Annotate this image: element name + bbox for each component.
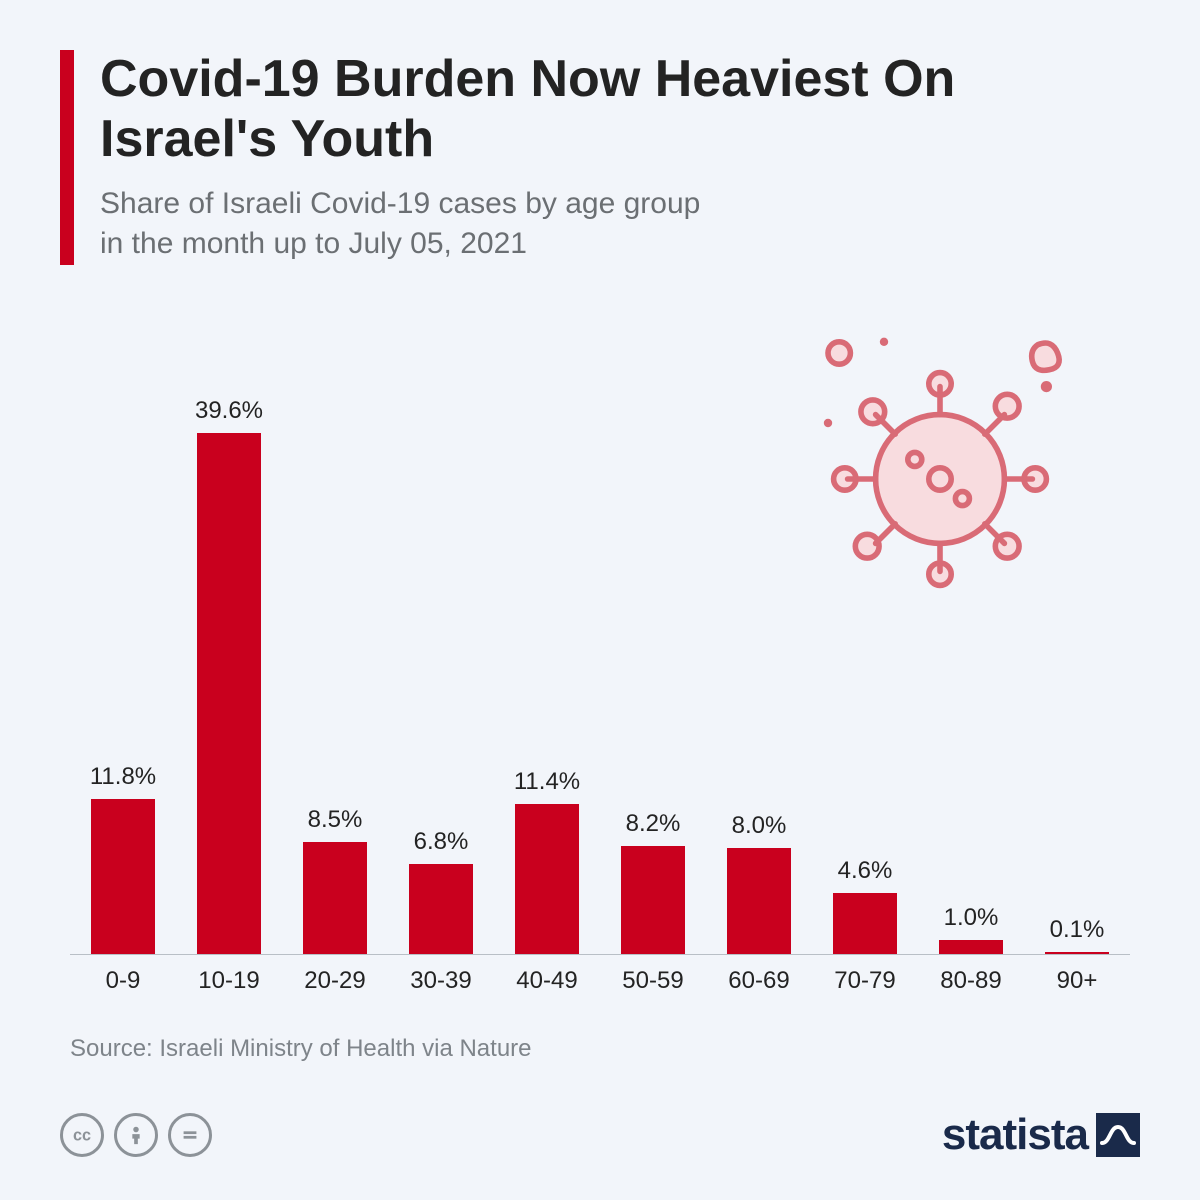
bar-value-label: 6.8% — [414, 828, 469, 856]
statista-logo: statista — [942, 1110, 1140, 1160]
cc-by-icon — [114, 1113, 158, 1157]
bar-column: 0.1% — [1024, 355, 1130, 954]
bar-column: 8.0% — [706, 355, 812, 954]
cc-nd-icon — [168, 1113, 212, 1157]
x-axis-label: 0-9 — [70, 967, 176, 995]
bar-chart: 11.8% 39.6% 8.5% 6.8% 11.4% 8.2% 8.0% 4.6% 1.0% 0… — [70, 315, 1130, 955]
header: Covid-19 Burden Now Heaviest On Israel's… — [60, 50, 1140, 265]
logo-mark-icon — [1096, 1113, 1140, 1157]
bar-column: 4.6% — [812, 355, 918, 954]
logo-text: statista — [942, 1110, 1088, 1160]
x-axis-label: 90+ — [1024, 967, 1130, 995]
bar — [1045, 952, 1109, 953]
bar — [515, 804, 579, 954]
bar-value-label: 1.0% — [944, 904, 999, 932]
bar-column: 11.4% — [494, 355, 600, 954]
x-axis-label: 50-59 — [600, 967, 706, 995]
bar-column: 8.2% — [600, 355, 706, 954]
x-axis-label: 30-39 — [388, 967, 494, 995]
bar-column: 39.6% — [176, 355, 282, 954]
x-axis-label: 60-69 — [706, 967, 812, 995]
bar-value-label: 8.0% — [732, 812, 787, 840]
bar-value-label: 11.4% — [514, 768, 580, 796]
bar-value-label: 8.2% — [626, 810, 681, 838]
bar-value-label: 8.5% — [308, 806, 363, 834]
footer: cc statista — [60, 1110, 1140, 1160]
subtitle-line-2: in the month up to July 05, 2021 — [100, 227, 527, 260]
bar — [621, 846, 685, 954]
bar — [409, 864, 473, 953]
page-title: Covid-19 Burden Now Heaviest On Israel's… — [100, 50, 1140, 170]
bar — [197, 433, 261, 953]
bar-value-label: 39.6% — [195, 397, 263, 425]
bar-column: 11.8% — [70, 355, 176, 954]
accent-bar — [60, 50, 74, 265]
bar-column: 8.5% — [282, 355, 388, 954]
bar — [303, 842, 367, 954]
x-axis-label: 80-89 — [918, 967, 1024, 995]
source-text: Source: Israeli Ministry of Health via N… — [70, 1035, 1140, 1063]
bar — [833, 893, 897, 953]
bar-value-label: 4.6% — [838, 857, 893, 885]
cc-icon: cc — [60, 1113, 104, 1157]
x-axis-label: 10-19 — [176, 967, 282, 995]
x-axis-label: 70-79 — [812, 967, 918, 995]
bar-value-label: 11.8% — [90, 763, 156, 791]
bar — [939, 940, 1003, 953]
x-axis-label: 20-29 — [282, 967, 388, 995]
x-axis-label: 40-49 — [494, 967, 600, 995]
bar-column: 1.0% — [918, 355, 1024, 954]
bar-column: 6.8% — [388, 355, 494, 954]
subtitle-line-1: Share of Israeli Covid-19 cases by age g… — [100, 187, 700, 220]
bar — [727, 848, 791, 953]
header-text: Covid-19 Burden Now Heaviest On Israel's… — [100, 50, 1140, 265]
cc-license-icons: cc — [60, 1113, 212, 1157]
bars-container: 11.8% 39.6% 8.5% 6.8% 11.4% 8.2% 8.0% 4.6% 1.0% 0… — [70, 355, 1130, 955]
page-subtitle: Share of Israeli Covid-19 cases by age g… — [100, 184, 1140, 265]
bar-value-label: 0.1% — [1050, 916, 1105, 944]
x-axis: 0-910-1920-2930-3940-4950-5960-6970-7980… — [70, 967, 1130, 995]
svg-text:cc: cc — [73, 1126, 91, 1144]
bar — [91, 799, 155, 954]
